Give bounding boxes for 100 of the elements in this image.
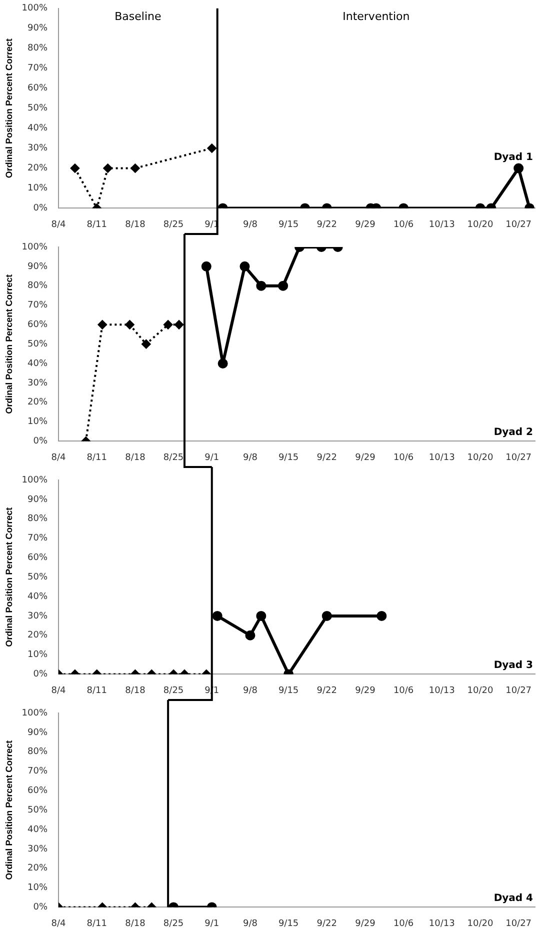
- y-tick-label: 30%: [28, 378, 48, 388]
- x-tick-label: 10/27: [506, 452, 532, 463]
- x-tick-label: 9/29: [355, 220, 376, 230]
- text: Dyad 3: [494, 660, 534, 671]
- y-tick-label: 50%: [28, 805, 48, 816]
- x-tick-label: 9/22: [316, 452, 337, 463]
- y-tick-label: 90%: [28, 262, 48, 272]
- y-tick-label: 40%: [28, 124, 48, 134]
- y-tick-label: 80%: [28, 281, 48, 292]
- x-tick-label: 10/13: [428, 686, 455, 696]
- annotation: Baseline: [114, 10, 162, 23]
- x-tick-label: 8/4: [51, 686, 66, 696]
- x-tick-label: 10/27: [506, 220, 532, 230]
- x-tick-label: 8/18: [125, 918, 146, 929]
- x-tick-label: 9/29: [355, 918, 376, 929]
- x-tick-label: 10/20: [467, 918, 494, 929]
- y-tick-label: 40%: [28, 592, 48, 602]
- y-tick-label: 60%: [28, 553, 48, 564]
- y-tick-label: 10%: [28, 883, 48, 894]
- y-tick-label: 90%: [28, 728, 48, 738]
- y-tick-label: 70%: [28, 766, 48, 777]
- y-tick-label: 10%: [28, 650, 48, 660]
- y-axis-title: Ordinal Position Percent Correct: [4, 274, 14, 414]
- y-tick-label: 100%: [22, 4, 48, 14]
- x-tick-label: 9/15: [278, 686, 299, 696]
- x-tick-label: 8/18: [125, 220, 146, 230]
- y-axis-title: Ordinal Position Percent Correct: [4, 740, 14, 880]
- x-tick-label: 10/20: [467, 452, 494, 463]
- x-tick-label: 8/25: [163, 452, 184, 463]
- y-tick-label: 20%: [28, 864, 48, 874]
- x-tick-label: 9/22: [316, 918, 337, 929]
- x-tick-label: 8/25: [163, 918, 184, 929]
- x-tick-label: 9/29: [355, 452, 376, 463]
- x-tick-label: 10/13: [428, 452, 455, 463]
- y-tick-label: 50%: [28, 104, 48, 114]
- x-tick-label: 9/8: [242, 918, 258, 929]
- x-tick-label: 8/11: [86, 220, 107, 230]
- text: Dyad 4: [494, 892, 534, 904]
- y-tick-label: 80%: [28, 514, 48, 524]
- text: Dyad 2: [494, 426, 534, 438]
- x-tick-label: 8/4: [51, 220, 66, 230]
- y-tick-label: 100%: [22, 708, 48, 718]
- annotation: Intervention: [342, 10, 410, 23]
- y-tick-label: 10%: [28, 417, 48, 428]
- y-axis-title: Ordinal Position Percent Correct: [4, 507, 14, 647]
- x-tick-label: 8/18: [125, 452, 146, 463]
- x-tick-label: 10/13: [428, 918, 455, 929]
- x-tick-label: 10/27: [506, 686, 532, 696]
- y-tick-label: 100%: [22, 475, 48, 486]
- y-tick-label: 20%: [28, 630, 48, 641]
- y-tick-label: 0%: [33, 436, 48, 447]
- y-tick-label: 50%: [28, 339, 48, 350]
- x-tick-label: 8/11: [86, 452, 107, 463]
- y-tick-label: 0%: [33, 670, 48, 680]
- x-tick-label: 8/4: [51, 918, 66, 929]
- x-tick-label: 8/11: [86, 918, 107, 929]
- x-tick-label: 10/6: [393, 452, 414, 463]
- y-tick-label: 60%: [28, 84, 48, 94]
- x-tick-label: 10/20: [467, 220, 494, 230]
- x-tick-label: 9/1: [204, 918, 220, 929]
- y-tick-label: 20%: [28, 398, 48, 408]
- x-tick-label: 8/4: [51, 452, 66, 463]
- x-tick-label: 9/15: [278, 918, 299, 929]
- y-tick-label: 60%: [28, 320, 48, 330]
- x-tick-label: 9/15: [278, 220, 299, 230]
- x-tick-label: 10/6: [393, 220, 414, 230]
- x-tick-label: 10/20: [467, 686, 494, 696]
- y-tick-label: 40%: [28, 824, 48, 835]
- y-tick-label: 80%: [28, 44, 48, 54]
- y-tick-label: 20%: [28, 164, 48, 174]
- x-tick-label: 8/25: [163, 220, 184, 230]
- y-tick-label: 30%: [28, 844, 48, 854]
- x-tick-label: 9/29: [355, 686, 376, 696]
- y-tick-label: 70%: [28, 64, 48, 74]
- y-tick-label: 60%: [28, 786, 48, 796]
- x-tick-label: 9/8: [242, 686, 258, 696]
- x-tick-label: 9/8: [242, 220, 258, 230]
- x-tick-label: 9/15: [278, 452, 299, 463]
- y-tick-label: 40%: [28, 358, 48, 369]
- y-tick-label: 30%: [28, 611, 48, 622]
- y-tick-label: 100%: [22, 242, 48, 252]
- x-tick-label: 9/1: [204, 452, 220, 463]
- y-tick-label: 70%: [28, 534, 48, 544]
- x-tick-label: 8/18: [125, 686, 146, 696]
- x-tick-label: 10/6: [393, 918, 414, 929]
- x-tick-label: 9/22: [316, 686, 337, 696]
- y-tick-label: 50%: [28, 572, 48, 582]
- y-tick-label: 90%: [28, 24, 48, 34]
- y-tick-label: 70%: [28, 300, 48, 311]
- x-tick-label: 9/22: [316, 220, 337, 230]
- y-tick-label: 0%: [33, 902, 48, 913]
- text: Dyad 1: [494, 152, 534, 163]
- y-axis-title: Ordinal Position Percent Correct: [4, 38, 14, 178]
- y-tick-label: 10%: [28, 184, 48, 194]
- x-tick-label: 9/8: [242, 452, 258, 463]
- y-tick-label: 80%: [28, 747, 48, 758]
- x-tick-label: 10/13: [428, 220, 455, 230]
- y-tick-label: 90%: [28, 494, 48, 505]
- x-tick-label: 10/6: [393, 686, 414, 696]
- y-tick-label: 0%: [33, 204, 48, 214]
